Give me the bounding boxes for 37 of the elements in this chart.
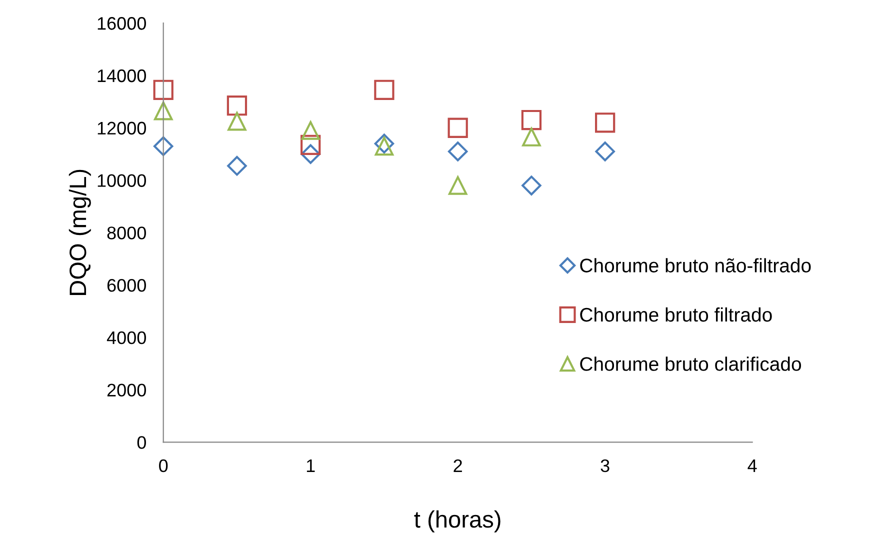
point — [521, 110, 542, 130]
point — [153, 136, 174, 156]
point — [448, 176, 468, 195]
x-tick-label: 1 — [306, 460, 315, 472]
y-tick-label: 6000 — [107, 278, 146, 292]
point — [227, 156, 247, 176]
y-tick-label: 16000 — [98, 17, 146, 30]
y-tick-label: 12000 — [98, 122, 146, 135]
point — [448, 118, 468, 138]
point — [226, 96, 248, 116]
point — [522, 128, 541, 146]
y-tick-label: 4000 — [106, 331, 146, 344]
y-tick-label: 14000 — [98, 69, 146, 82]
x-tick-label: 0 — [159, 459, 168, 472]
x-tick-label: 3 — [600, 459, 610, 472]
y-tick-label: 8000 — [107, 226, 146, 240]
legend-label: Chorume bruto não-filtrado — [580, 258, 811, 272]
y-axis-title: DQO (mg/L) — [68, 170, 91, 295]
legend-label: Chorume bruto filtrado — [580, 307, 772, 322]
x-axis-title: t (horas) — [414, 510, 500, 532]
point — [301, 121, 320, 140]
point — [154, 101, 173, 120]
y-tick-label: 0 — [137, 436, 146, 449]
legend-label: Chorume bruto clarificado — [580, 356, 801, 371]
point — [153, 80, 174, 100]
y-tick-label: 2000 — [107, 384, 146, 397]
point — [595, 142, 615, 162]
point — [374, 80, 394, 100]
y-tick-label: 10000 — [98, 174, 146, 187]
point — [448, 142, 468, 162]
point — [228, 112, 246, 131]
x-tick-label: 2 — [454, 459, 462, 472]
point — [300, 134, 321, 155]
point — [595, 112, 616, 133]
x-tick-label: 4 — [748, 460, 757, 472]
point — [522, 176, 542, 196]
point — [300, 144, 320, 164]
